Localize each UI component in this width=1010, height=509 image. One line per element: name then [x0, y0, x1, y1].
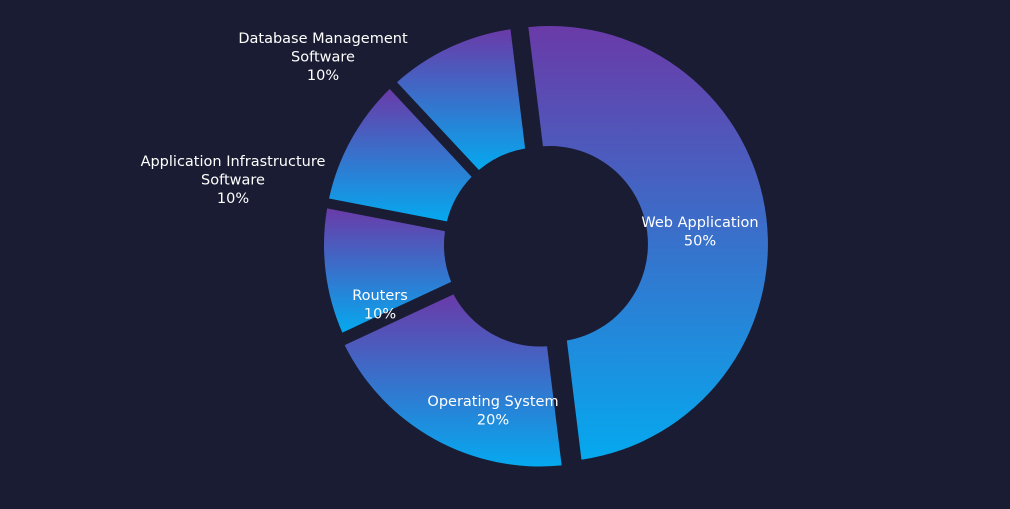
slice-5[interactable]	[397, 29, 526, 171]
slice-label-4: Application Infrastructure Software 10%	[141, 154, 326, 207]
labels-group: Web Application 50% Operating System 20% Rou…	[141, 31, 759, 429]
slice-name-line: Web Application	[641, 215, 758, 231]
slice-percent: 50%	[684, 234, 716, 250]
slice-percent: 20%	[477, 413, 509, 429]
slice-name-line: Software	[291, 50, 355, 66]
slice-name-line: Routers	[352, 288, 408, 304]
slice-name-line: Software	[201, 173, 265, 189]
slice-3[interactable]	[324, 208, 452, 333]
slice-2[interactable]	[344, 294, 562, 467]
slice-label-1: Web Application 50%	[641, 215, 758, 250]
slice-label-5: Database Management Software 10%	[238, 31, 408, 84]
slice-percent: 10%	[364, 307, 396, 323]
slice-name-line: Database Management	[238, 31, 408, 47]
slice-name-line: Application Infrastructure	[141, 154, 326, 170]
slice-label-2: Operating System 20%	[427, 394, 558, 429]
slice-percent: 10%	[217, 191, 249, 207]
slice-4[interactable]	[329, 89, 472, 222]
slice-1[interactable]	[528, 26, 768, 460]
slice-percent: 10%	[307, 68, 339, 84]
slices-group	[324, 26, 768, 467]
slice-name-line: Operating System	[427, 394, 558, 410]
slice-label-3: Routers 10%	[352, 288, 408, 323]
